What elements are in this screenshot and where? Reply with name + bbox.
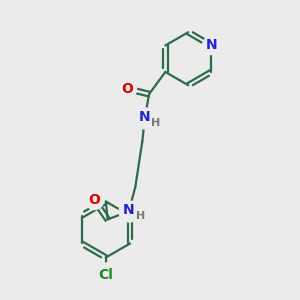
- Text: O: O: [121, 82, 133, 96]
- Text: N: N: [139, 110, 151, 124]
- Text: N: N: [206, 38, 217, 52]
- Text: Cl: Cl: [98, 268, 113, 282]
- Text: H: H: [151, 118, 160, 128]
- Text: H: H: [136, 211, 145, 221]
- Text: N: N: [123, 203, 135, 217]
- Text: O: O: [88, 194, 100, 207]
